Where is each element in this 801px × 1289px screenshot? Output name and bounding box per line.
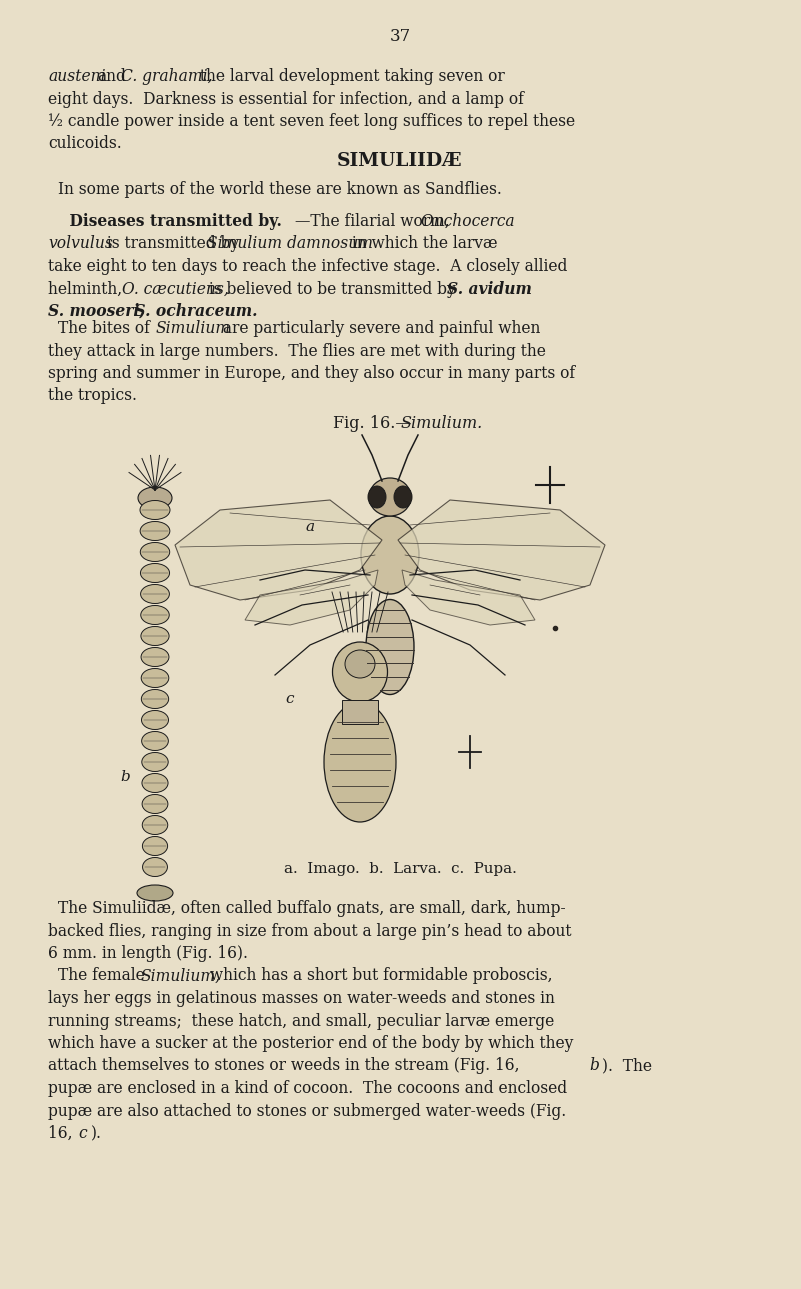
Text: The bites of: The bites of xyxy=(58,320,155,336)
Ellipse shape xyxy=(345,650,375,678)
Text: Simulium: Simulium xyxy=(156,320,231,336)
Text: running streams;  these hatch, and small, peculiar larvæ emerge: running streams; these hatch, and small,… xyxy=(48,1012,554,1030)
Text: S. avidum: S. avidum xyxy=(447,281,532,298)
Text: backed flies, ranging in size from about a large pin’s head to about: backed flies, ranging in size from about… xyxy=(48,923,571,940)
Ellipse shape xyxy=(361,516,419,594)
Text: 6 mm. in length (Fig. 16).: 6 mm. in length (Fig. 16). xyxy=(48,945,248,962)
Text: S. mooseri,: S. mooseri, xyxy=(48,303,145,320)
Text: S. ochraceum.: S. ochraceum. xyxy=(129,303,257,320)
Text: Simulium.: Simulium. xyxy=(401,415,483,432)
Text: c: c xyxy=(78,1125,87,1142)
Text: are particularly severe and painful when: are particularly severe and painful when xyxy=(218,320,541,336)
Text: 37: 37 xyxy=(389,28,411,45)
Text: Simulium damnosum: Simulium damnosum xyxy=(207,236,373,253)
Polygon shape xyxy=(245,570,378,625)
Text: they attack in large numbers.  The flies are met with during the: they attack in large numbers. The flies … xyxy=(48,343,545,360)
Ellipse shape xyxy=(141,606,169,624)
Ellipse shape xyxy=(140,500,170,519)
Ellipse shape xyxy=(140,522,170,540)
Text: which has a short but formidable proboscis,: which has a short but formidable probosc… xyxy=(205,968,553,985)
Text: —The filarial worm,: —The filarial worm, xyxy=(295,213,449,229)
Text: is transmitted by: is transmitted by xyxy=(102,236,244,253)
Text: The Simuliidæ, often called buffalo gnats, are small, dark, hump-: The Simuliidæ, often called buffalo gnat… xyxy=(58,900,566,916)
Ellipse shape xyxy=(142,773,168,793)
Ellipse shape xyxy=(142,794,168,813)
Ellipse shape xyxy=(394,486,412,508)
Text: volvulus: volvulus xyxy=(48,236,113,253)
Text: helminth,: helminth, xyxy=(48,281,127,298)
Polygon shape xyxy=(398,500,605,599)
Text: b: b xyxy=(589,1057,599,1075)
Text: a: a xyxy=(305,519,314,534)
Text: c: c xyxy=(285,692,293,706)
Text: ½ candle power inside a tent seven feet long suffices to repel these: ½ candle power inside a tent seven feet … xyxy=(48,113,575,130)
Ellipse shape xyxy=(369,478,411,516)
Text: pupæ are also attached to stones or submerged water-weeds (Fig.: pupæ are also attached to stones or subm… xyxy=(48,1102,566,1120)
Text: lays her eggs in gelatinous masses on water-weeds and stones in: lays her eggs in gelatinous masses on wa… xyxy=(48,990,555,1007)
Text: C. grahami,: C. grahami, xyxy=(121,68,212,85)
Text: is believed to be transmitted by: is believed to be transmitted by xyxy=(204,281,461,298)
Text: 16,: 16, xyxy=(48,1125,78,1142)
Text: the larval development taking seven or: the larval development taking seven or xyxy=(195,68,505,85)
Ellipse shape xyxy=(141,647,169,666)
Text: O. cæcutiens,: O. cæcutiens, xyxy=(122,281,229,298)
Ellipse shape xyxy=(366,599,414,695)
Ellipse shape xyxy=(141,669,169,687)
Text: in which the larvæ: in which the larvæ xyxy=(347,236,497,253)
Ellipse shape xyxy=(368,486,386,508)
Ellipse shape xyxy=(332,642,388,703)
Polygon shape xyxy=(175,500,382,599)
Ellipse shape xyxy=(142,710,168,730)
Polygon shape xyxy=(342,700,378,724)
Ellipse shape xyxy=(143,837,167,856)
Ellipse shape xyxy=(142,731,168,750)
Text: culicoids.: culicoids. xyxy=(48,135,122,152)
Text: take eight to ten days to reach the infective stage.  A closely allied: take eight to ten days to reach the infe… xyxy=(48,258,567,275)
Text: pupæ are enclosed in a kind of cocoon.  The cocoons and enclosed: pupæ are enclosed in a kind of cocoon. T… xyxy=(48,1080,567,1097)
Text: Simulium,: Simulium, xyxy=(141,968,221,985)
Text: spring and summer in Europe, and they also occur in many parts of: spring and summer in Europe, and they al… xyxy=(48,365,575,382)
Text: SIMULIIDÆ: SIMULIIDÆ xyxy=(337,152,463,170)
Ellipse shape xyxy=(141,690,169,709)
Polygon shape xyxy=(402,570,535,625)
Text: In some parts of the world these are known as Sandflies.: In some parts of the world these are kno… xyxy=(58,180,502,199)
Text: Diseases transmitted by.: Diseases transmitted by. xyxy=(48,213,282,229)
Text: and: and xyxy=(97,68,126,85)
Text: eight days.  Darkness is essential for infection, and a lamp of: eight days. Darkness is essential for in… xyxy=(48,90,524,107)
Text: The female: The female xyxy=(58,968,150,985)
Ellipse shape xyxy=(143,857,167,877)
Text: a.  Imago.  b.  Larva.  c.  Pupa.: a. Imago. b. Larva. c. Pupa. xyxy=(284,862,517,877)
Text: the tropics.: the tropics. xyxy=(48,388,137,405)
Ellipse shape xyxy=(137,886,173,901)
Text: ).: ). xyxy=(91,1125,102,1142)
Ellipse shape xyxy=(143,816,167,834)
Text: Fig. 16.—: Fig. 16.— xyxy=(333,415,412,432)
Ellipse shape xyxy=(142,753,168,772)
Text: Onchocerca: Onchocerca xyxy=(416,213,514,229)
Text: which have a sucker at the posterior end of the body by which they: which have a sucker at the posterior end… xyxy=(48,1035,574,1052)
Text: attach themselves to stones or weeds in the stream (Fig. 16,: attach themselves to stones or weeds in … xyxy=(48,1057,525,1075)
Ellipse shape xyxy=(140,543,170,562)
Ellipse shape xyxy=(324,703,396,822)
Ellipse shape xyxy=(140,563,170,583)
Text: b: b xyxy=(120,770,130,784)
Ellipse shape xyxy=(138,487,172,509)
Ellipse shape xyxy=(141,584,169,603)
Text: austeni: austeni xyxy=(48,68,106,85)
Ellipse shape xyxy=(141,626,169,646)
Text: ).  The: ). The xyxy=(602,1057,652,1075)
